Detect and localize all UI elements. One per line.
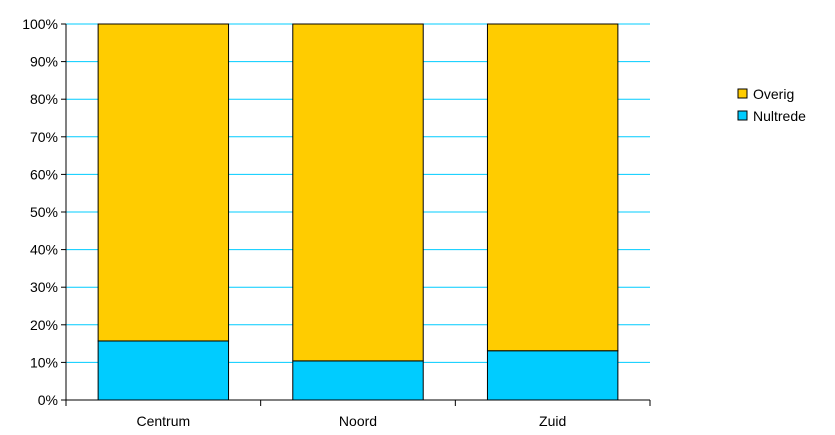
- x-tick-label: Noord: [339, 413, 377, 429]
- y-tick-label: 20%: [30, 317, 58, 333]
- bar-overig-centrum: [97, 23, 230, 342]
- y-tick-label: 100%: [22, 16, 58, 32]
- y-tick-label: 90%: [30, 54, 58, 70]
- y-tick-label: 70%: [30, 129, 58, 145]
- x-tick-label: Zuid: [539, 413, 566, 429]
- legend-label-overig: Overig: [753, 86, 794, 102]
- y-tick-label: 80%: [30, 91, 58, 107]
- y-tick-label: 50%: [30, 204, 58, 220]
- bar-overig-noord: [292, 23, 424, 362]
- x-tick-label: Centrum: [136, 413, 190, 429]
- bar-nultrede-centrum: [97, 340, 230, 401]
- bar-nultrede-noord: [292, 360, 424, 401]
- legend-label-nultrede: Nultrede: [753, 108, 806, 124]
- legend-swatch-overig: [737, 88, 748, 99]
- y-tick-label: 40%: [30, 242, 58, 258]
- y-tick-label: 60%: [30, 166, 58, 182]
- bar-overig-zuid: [486, 23, 619, 352]
- y-tick-label: 10%: [30, 354, 58, 370]
- bar-nultrede-zuid: [486, 350, 619, 401]
- legend-swatch-nultrede: [737, 110, 748, 121]
- y-tick-label: 30%: [30, 279, 58, 295]
- y-tick-label: 0%: [38, 392, 58, 408]
